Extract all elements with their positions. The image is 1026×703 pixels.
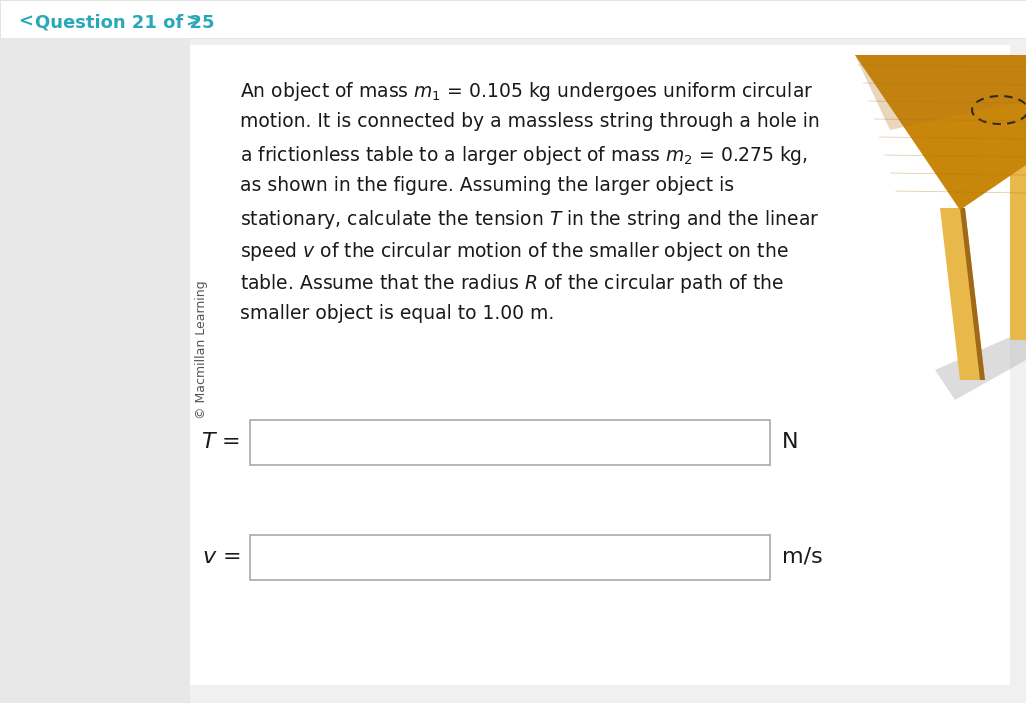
- Text: stationary, calculate the tension $T$ in the string and the linear: stationary, calculate the tension $T$ in…: [240, 208, 820, 231]
- Polygon shape: [855, 55, 1026, 130]
- Text: $v$ =: $v$ =: [201, 547, 240, 567]
- Polygon shape: [855, 55, 1026, 210]
- FancyBboxPatch shape: [0, 38, 190, 703]
- Polygon shape: [1010, 165, 1026, 340]
- Text: m/s: m/s: [782, 547, 823, 567]
- FancyBboxPatch shape: [190, 45, 1010, 685]
- Text: $T$ =: $T$ =: [201, 432, 240, 452]
- Text: table. Assume that the radius $R$ of the circular path of the: table. Assume that the radius $R$ of the…: [240, 272, 784, 295]
- Text: a frictionless table to a larger object of mass $m_2$ = 0.275 kg,: a frictionless table to a larger object …: [240, 144, 807, 167]
- Text: Question 21 of 25: Question 21 of 25: [35, 13, 214, 31]
- Text: N: N: [782, 432, 798, 452]
- Text: motion. It is connected by a massless string through a hole in: motion. It is connected by a massless st…: [240, 112, 820, 131]
- Text: smaller object is equal to 1.00 m.: smaller object is equal to 1.00 m.: [240, 304, 554, 323]
- Polygon shape: [940, 208, 985, 380]
- Text: <: <: [18, 13, 33, 31]
- FancyBboxPatch shape: [0, 0, 1026, 38]
- Text: © Macmillan Learning: © Macmillan Learning: [196, 280, 208, 419]
- Text: speed $v$ of the circular motion of the smaller object on the: speed $v$ of the circular motion of the …: [240, 240, 789, 263]
- Text: as shown in the figure. Assuming the larger object is: as shown in the figure. Assuming the lar…: [240, 176, 735, 195]
- Text: An object of mass $m_1$ = 0.105 kg undergoes uniform circular: An object of mass $m_1$ = 0.105 kg under…: [240, 80, 814, 103]
- FancyBboxPatch shape: [250, 535, 770, 580]
- FancyBboxPatch shape: [250, 420, 770, 465]
- Text: >: >: [185, 13, 200, 31]
- Polygon shape: [960, 208, 985, 380]
- Polygon shape: [935, 330, 1026, 400]
